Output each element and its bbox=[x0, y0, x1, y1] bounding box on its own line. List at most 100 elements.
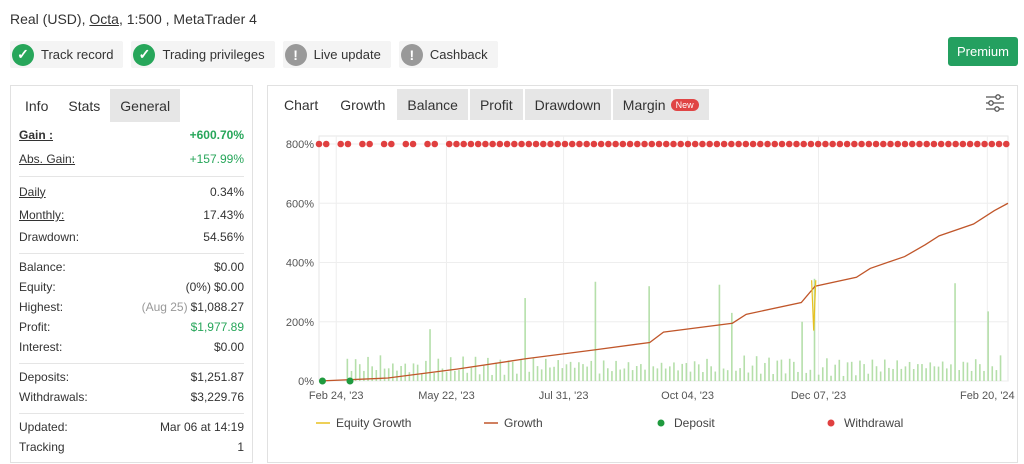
volume-bar bbox=[482, 365, 485, 381]
volume-bar bbox=[958, 370, 960, 381]
volume-bar bbox=[392, 363, 394, 381]
withdrawal-dot bbox=[337, 140, 345, 148]
badge-live-update[interactable]: ! Live update bbox=[282, 41, 391, 68]
volume-bar bbox=[491, 374, 493, 381]
legend-label: Withdrawal bbox=[844, 416, 903, 430]
volume-bar bbox=[627, 362, 630, 381]
daily-label[interactable]: Daily bbox=[19, 184, 46, 199]
volume-bar bbox=[499, 359, 502, 381]
withdrawal-dot bbox=[460, 140, 467, 148]
withdrawal-dot bbox=[735, 140, 742, 148]
volume-bar bbox=[780, 359, 783, 381]
tab-chart[interactable]: Chart bbox=[274, 89, 329, 120]
volume-bar bbox=[912, 369, 915, 381]
drawdown-value: 54.56% bbox=[203, 230, 244, 244]
volume-bar bbox=[454, 370, 456, 381]
volume-bar bbox=[466, 372, 469, 381]
volume-bar bbox=[437, 358, 440, 381]
profit-label: Profit: bbox=[19, 320, 51, 334]
volume-bar bbox=[354, 359, 357, 381]
tab-info[interactable]: Info bbox=[25, 97, 49, 114]
volume-bar bbox=[557, 360, 559, 381]
withdrawal-dot bbox=[952, 140, 959, 148]
volume-bar bbox=[379, 355, 382, 381]
badge-track-record[interactable]: ✓ Track record bbox=[10, 41, 124, 68]
x-tick-label: Oct 04, '23 bbox=[661, 390, 714, 402]
volume-bar bbox=[412, 363, 415, 381]
withdrawal-dot bbox=[359, 140, 366, 148]
tab-balance[interactable]: Balance bbox=[397, 89, 468, 120]
legend-swatch bbox=[657, 419, 665, 427]
check-icon: ✓ bbox=[133, 43, 156, 66]
volume-bar bbox=[664, 368, 667, 381]
withdrawal-dot bbox=[807, 140, 815, 148]
x-tick-label: Feb 20, '24 bbox=[960, 390, 1015, 402]
settings-sliders-icon[interactable] bbox=[985, 93, 1005, 113]
volume-bar bbox=[867, 373, 870, 381]
account-title: Real (USD), Octa, 1:500 , MetaTrader 4 bbox=[10, 11, 257, 27]
deposit-dot bbox=[346, 377, 354, 385]
plot-frame bbox=[318, 135, 1009, 382]
tab-drawdown[interactable]: Drawdown bbox=[524, 89, 611, 120]
gain-label[interactable]: Gain : bbox=[19, 128, 54, 142]
volume-bar bbox=[367, 356, 369, 381]
premium-button[interactable]: Premium bbox=[948, 37, 1018, 66]
volume-bar bbox=[921, 364, 923, 381]
withdrawal-dot bbox=[518, 140, 525, 148]
volume-bar bbox=[941, 361, 944, 381]
volume-bar bbox=[987, 311, 989, 381]
volume-bar bbox=[776, 360, 779, 381]
tab-general[interactable]: General bbox=[110, 89, 181, 122]
broker-link[interactable]: Octa bbox=[89, 11, 119, 27]
volume-bar bbox=[540, 369, 543, 381]
volume-bar bbox=[859, 360, 861, 381]
divider bbox=[19, 253, 244, 254]
volume-bar bbox=[739, 368, 741, 381]
volume-bar bbox=[561, 368, 564, 381]
volume-bar bbox=[904, 366, 907, 381]
gain-value: +600.70% bbox=[189, 128, 244, 142]
tab-stats[interactable]: Stats bbox=[58, 89, 111, 122]
withdrawal-dot bbox=[677, 140, 685, 148]
badge-cashback[interactable]: ! Cashback bbox=[398, 41, 498, 68]
withdrawal-dot bbox=[713, 140, 721, 148]
withdrawal-dot bbox=[409, 140, 417, 148]
y-tick-label: 400% bbox=[286, 258, 314, 270]
volume-bar bbox=[677, 370, 679, 381]
volume-bar bbox=[933, 366, 936, 381]
volume-bar bbox=[846, 362, 849, 381]
tab-margin[interactable]: Margin New bbox=[612, 89, 709, 120]
volume-bar bbox=[594, 281, 597, 381]
volume-bar bbox=[962, 361, 965, 381]
withdrawal-dot bbox=[662, 140, 670, 148]
withdrawal-dot bbox=[923, 140, 930, 148]
interest-label: Interest: bbox=[19, 340, 63, 354]
withdrawal-dot bbox=[959, 140, 967, 148]
volume-bar bbox=[511, 361, 514, 381]
volume-bar bbox=[900, 368, 903, 381]
withdrawal-dot bbox=[800, 140, 808, 148]
volume-bar bbox=[528, 371, 531, 381]
volume-bar bbox=[772, 374, 774, 381]
x-tick-label: Dec 07, '23 bbox=[791, 390, 846, 402]
equity-label: Equity: bbox=[19, 280, 56, 294]
volume-bar bbox=[954, 283, 956, 381]
withdrawal-dot bbox=[1002, 140, 1010, 148]
abs-gain-label[interactable]: Abs. Gain: bbox=[19, 152, 76, 166]
withdrawal-dot bbox=[532, 140, 540, 148]
tab-profit[interactable]: Profit bbox=[469, 89, 523, 120]
withdrawal-dot bbox=[691, 140, 699, 148]
tab-growth[interactable]: Growth bbox=[330, 89, 396, 120]
withdrawal-dot bbox=[814, 140, 822, 148]
withdrawal-dot bbox=[937, 140, 945, 148]
volume-bar bbox=[396, 370, 398, 381]
updated-value: Mar 06 at 14:19 bbox=[159, 420, 244, 434]
volume-bar bbox=[817, 374, 820, 381]
volume-bar bbox=[590, 360, 593, 381]
exclamation-icon: ! bbox=[400, 43, 423, 66]
monthly-label[interactable]: Monthly: bbox=[19, 208, 65, 222]
withdrawal-dot bbox=[344, 140, 352, 148]
volume-bar bbox=[669, 366, 671, 381]
badge-trading-privileges[interactable]: ✓ Trading privileges bbox=[131, 41, 275, 68]
withdrawal-dot bbox=[539, 140, 547, 148]
